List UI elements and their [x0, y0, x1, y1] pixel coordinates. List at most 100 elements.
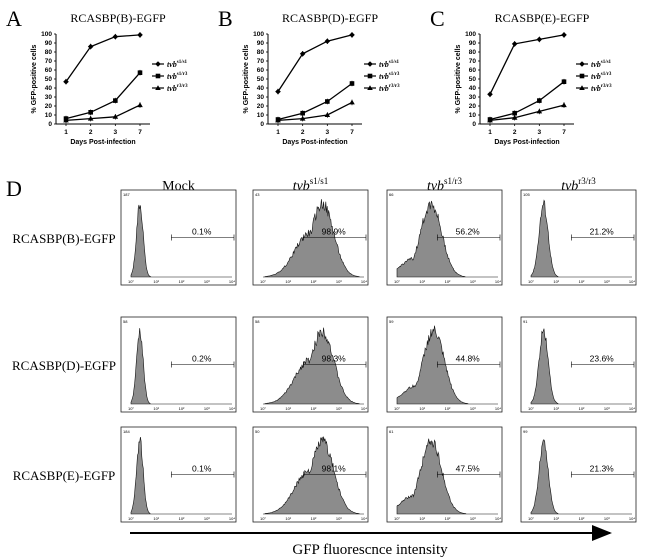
y-tick-label: 40 [469, 85, 477, 92]
histogram-x-tick: 10¹ [153, 279, 159, 284]
data-point [561, 102, 567, 108]
legend-label: tvbs1/r3 [167, 72, 188, 81]
data-point [511, 114, 518, 120]
histogram-distribution [263, 327, 364, 405]
line-chart-a: RCASBP(B)-EGFP 0 10 20 30 40 50 60 70 80 90 100 1 2 3 7… [31, 11, 188, 146]
x-tick-label: 1 [276, 129, 280, 136]
gate-percent: 47.5% [456, 464, 481, 474]
y-tick-label: 60 [45, 67, 53, 74]
panel-letter-c: C [430, 6, 445, 31]
histogram-x-tick: 10¹ [419, 516, 425, 521]
histogram-x-tick: 10³ [336, 516, 342, 521]
histogram-x-tick: 10° [528, 406, 534, 411]
series-line [489, 104, 565, 122]
panel-letter-b: B [218, 6, 233, 31]
histogram-x-tick: 10³ [470, 279, 476, 284]
line-chart-c: RCASBP(E)-EGFP 0 10 20 30 40 50 60 70 80 90 100 1 2 3 7… [455, 11, 612, 146]
x-tick-label: 7 [138, 129, 142, 136]
gate-percent: 21.3% [590, 464, 615, 474]
y-tick-label: 0 [472, 121, 476, 128]
histogram-x-tick: 10° [394, 279, 400, 284]
histogram-ymax: 184 [123, 429, 130, 434]
histogram-ymax: 58 [123, 319, 128, 324]
histogram-x-tick: 10² [311, 406, 317, 411]
histogram-x-tick: 10³ [336, 406, 342, 411]
histogram-x-tick: 10⁴ [361, 279, 367, 284]
histogram-x-tick: 10³ [470, 406, 476, 411]
histogram-x-tick: 10² [445, 279, 451, 284]
data-point [87, 43, 94, 50]
gate-percent: 98.1% [322, 464, 347, 474]
data-point [87, 115, 94, 121]
histogram-ymax: 61 [389, 429, 394, 434]
y-tick-label: 10 [257, 112, 265, 119]
histogram-distribution [530, 439, 632, 515]
histogram-x-tick: 10° [260, 516, 266, 521]
data-point [112, 114, 119, 119]
line-chart-b: RCASBP(D)-EGFP 0 10 20 30 40 50 60 70 80 90 100 1 2 3 7… [243, 11, 400, 146]
data-point [137, 32, 143, 38]
histogram-distribution [130, 204, 232, 278]
y-tick-label: 20 [45, 103, 53, 110]
panel-letter-a: A [6, 6, 22, 31]
chart-title: RCASBP(B)-EGFP [70, 11, 166, 25]
histogram-x-tick: 10¹ [419, 279, 425, 284]
histogram-x-tick: 10⁴ [629, 279, 635, 284]
histogram-x-tick: 10² [445, 516, 451, 521]
data-point [349, 81, 355, 86]
y-tick-label: 30 [45, 94, 53, 101]
data-point [349, 99, 355, 105]
x-axis-label: Days Post-infection [282, 139, 347, 146]
series-line [65, 104, 141, 122]
histogram-x-tick: 10³ [604, 406, 610, 411]
legend-label: tvbs1/r3 [591, 72, 612, 81]
gate-percent: 23.6% [590, 354, 615, 364]
fluorescence-axis-label: GFP fluorescnce intensity [292, 542, 448, 558]
data-point [561, 32, 567, 38]
gate-percent: 98.9% [322, 227, 347, 237]
histogram-x-tick: 10⁴ [495, 279, 501, 284]
chart-title: RCASBP(D)-EGFP [282, 11, 378, 25]
histogram-x-tick: 10¹ [153, 406, 159, 411]
histogram-ymax: 187 [123, 192, 130, 197]
histogram-x-tick: 10³ [204, 406, 210, 411]
histogram-x-tick: 10¹ [553, 279, 559, 284]
histogram-x-tick: 10° [260, 406, 266, 411]
data-point [324, 38, 331, 44]
y-tick-label: 50 [257, 76, 265, 83]
y-tick-label: 20 [469, 103, 477, 110]
x-tick-label: 2 [513, 129, 517, 136]
histogram-x-tick: 10³ [204, 279, 210, 284]
histogram-x-tick: 10° [128, 406, 134, 411]
x-tick-label: 3 [114, 129, 118, 136]
data-point [561, 79, 567, 84]
y-tick-label: 10 [469, 112, 477, 119]
row-label: RCASBP(E)-EGFP [13, 468, 116, 483]
histogram-ymax: 43 [255, 192, 260, 197]
histogram-x-tick: 10¹ [419, 406, 425, 411]
histogram-x-tick: 10⁴ [495, 406, 501, 411]
histogram-ymax: 99 [523, 429, 528, 434]
y-tick-label: 100 [465, 31, 476, 38]
histogram-x-tick: 10¹ [285, 516, 291, 521]
legend-label: tvbs1/s1 [379, 60, 400, 69]
data-point [63, 117, 69, 123]
data-point [512, 110, 517, 116]
y-tick-label: 30 [257, 94, 265, 101]
series-line [277, 101, 353, 122]
legend-marker [367, 85, 373, 90]
histogram-x-tick: 10⁴ [629, 516, 635, 521]
histogram-ymax: 50 [255, 429, 260, 434]
y-tick-label: 60 [469, 67, 477, 74]
y-tick-label: 60 [257, 67, 265, 74]
y-tick-label: 20 [257, 103, 265, 110]
histogram-distribution [263, 436, 364, 515]
y-tick-label: 80 [469, 49, 477, 56]
y-tick-label: 100 [253, 31, 264, 38]
histogram-x-tick: 10³ [604, 279, 610, 284]
row-label: RCASBP(B)-EGFP [12, 231, 115, 246]
legend-marker [155, 61, 161, 67]
y-axis-label: % GFP-positive cells [455, 44, 462, 113]
legend-marker [367, 73, 373, 79]
histogram-x-tick: 10² [579, 279, 585, 284]
